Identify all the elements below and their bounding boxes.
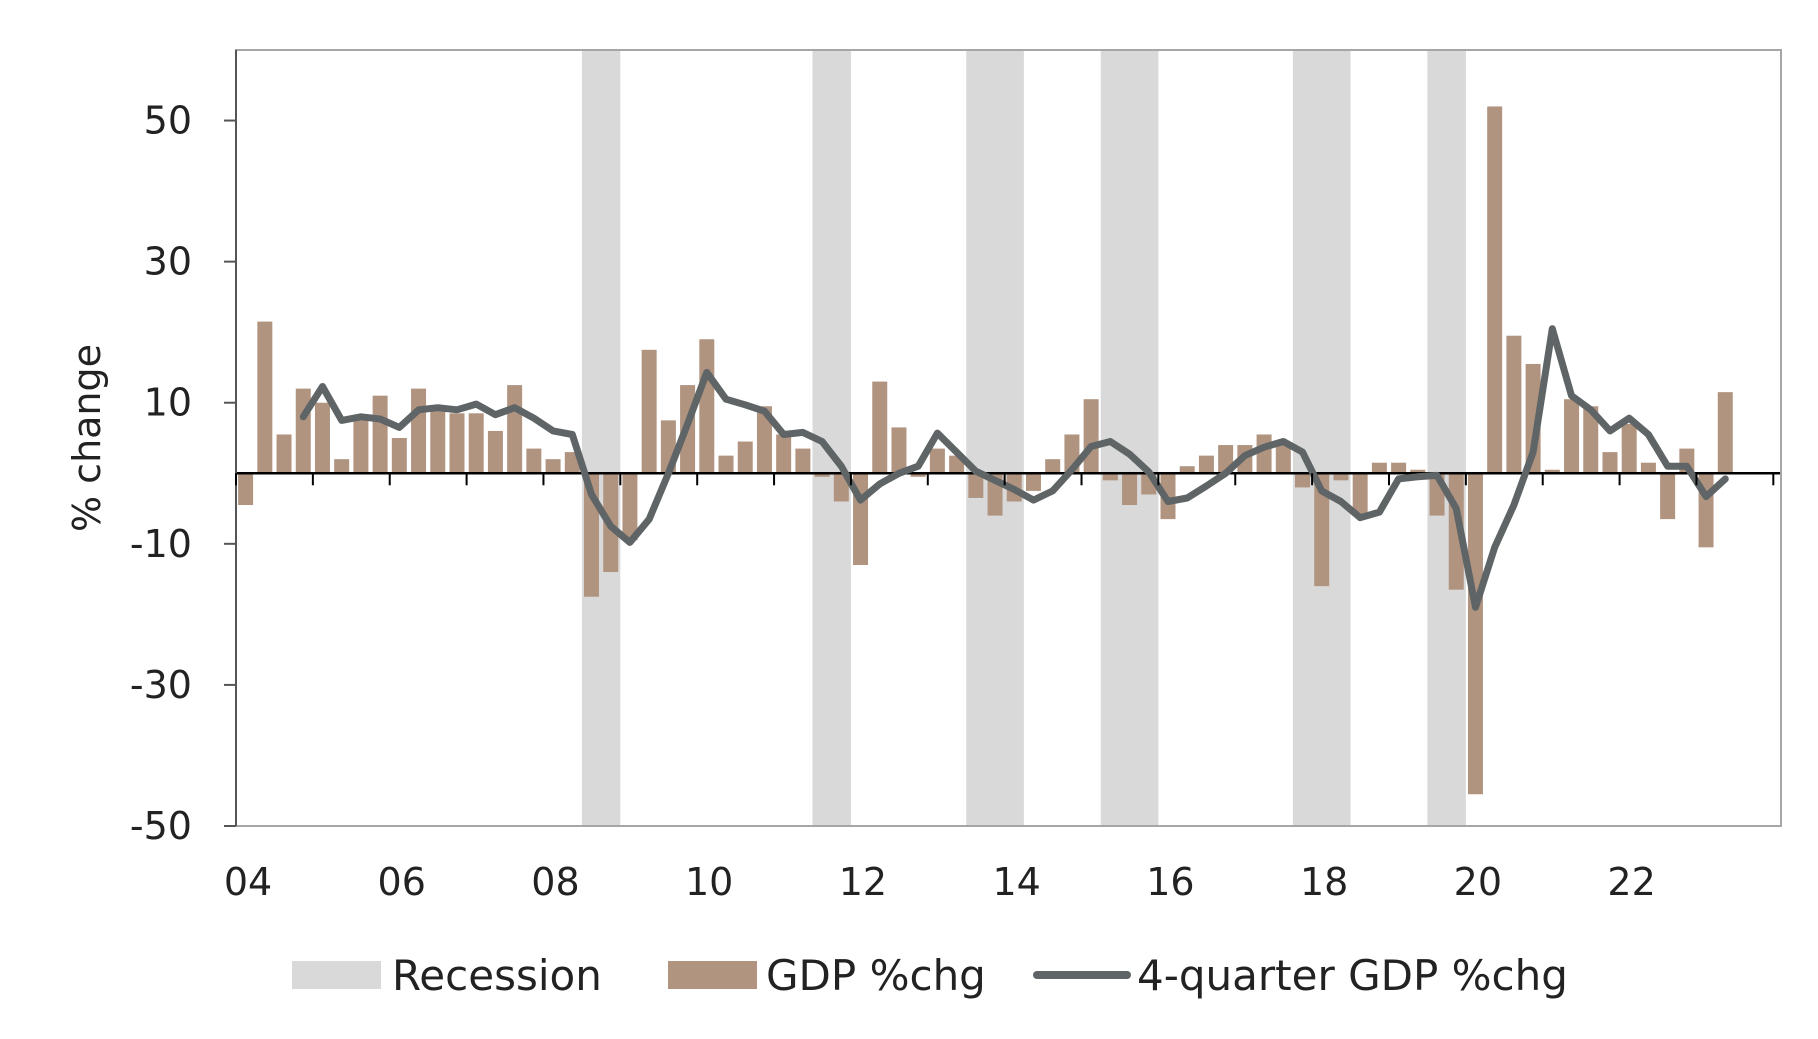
gdp-bar (968, 473, 984, 498)
gdp-bar (1045, 459, 1061, 474)
gdp-bar (1179, 466, 1195, 474)
gdp-bar (295, 388, 311, 474)
gdp-bar (314, 402, 330, 474)
gdp-bar (1122, 473, 1138, 506)
gdp-bar (756, 406, 772, 474)
four-quarter-gdp-line (299, 325, 1729, 611)
y-tick-label: 10 (144, 381, 192, 425)
gdp-bar (1083, 399, 1099, 474)
legend-label: GDP %chg (766, 951, 986, 1000)
recession-band (581, 50, 621, 826)
gdp-bar (1352, 473, 1368, 516)
gdp-bar (430, 409, 446, 474)
recession-band (1292, 50, 1351, 826)
gdp-bar (411, 388, 427, 474)
gdp-bar (257, 321, 273, 474)
x-tick-label: 10 (685, 860, 733, 904)
x-tick-label: 06 (378, 860, 426, 904)
gdp-bar (1025, 473, 1041, 491)
gdp-bars-layer (238, 106, 1733, 795)
x-axis: 04 06 08 10 12 14 16 18 20 22 (224, 473, 1775, 904)
gdp-bar (1371, 462, 1387, 474)
gdp-bar (1314, 473, 1330, 587)
gdp-bar (1410, 469, 1426, 474)
gdp-bar (238, 473, 254, 506)
four-quarter-line-layer (299, 325, 1729, 611)
legend-swatch (292, 961, 381, 989)
y-axis-title: % change (65, 344, 109, 532)
gdp-bar (526, 448, 542, 474)
gdp-bar (449, 413, 465, 474)
legend-swatch (668, 961, 757, 989)
gdp-bar (1333, 473, 1349, 481)
gdp-bar (1640, 462, 1656, 474)
x-tick-label: 16 (1146, 860, 1194, 904)
gdp-bar (622, 473, 638, 541)
gdp-bar (718, 455, 734, 474)
gdp-bar (1487, 106, 1503, 474)
x-tick-label: 18 (1300, 860, 1348, 904)
x-tick-label: 14 (992, 860, 1040, 904)
recession-band (966, 50, 1024, 826)
x-tick-label: 04 (224, 860, 272, 904)
gdp-bar (353, 420, 369, 474)
gdp-bar (1583, 406, 1599, 474)
gdp-bar (1564, 399, 1580, 474)
y-tick-label: -10 (130, 522, 192, 566)
y-tick-label: 30 (144, 240, 192, 284)
gdp-bar (929, 448, 945, 474)
gdp-bar (507, 385, 523, 474)
x-tick-label: 20 (1454, 860, 1502, 904)
recession-shading-layer (581, 50, 1466, 826)
gdp-bar (891, 427, 907, 474)
gdp-bar (1602, 452, 1618, 474)
y-axis: 50 30 10 -10 -30 -50 (130, 50, 237, 848)
gdp-bar (1275, 441, 1291, 474)
gdp-bar (468, 413, 484, 474)
gdp-bar (1506, 335, 1522, 474)
gdp-bar (641, 349, 657, 474)
y-tick-label: -50 (130, 804, 192, 848)
gdp-bar (1295, 473, 1311, 488)
x-tick-label: 08 (531, 860, 579, 904)
gdp-bar (1102, 473, 1118, 481)
gdp-bar (1717, 392, 1733, 474)
y-tick-label: -30 (130, 663, 192, 707)
gdp-bar (276, 434, 292, 474)
gdp-bar (699, 339, 715, 474)
x-tick-label: 12 (839, 860, 887, 904)
gdp-bar (334, 459, 350, 474)
recession-band (1100, 50, 1159, 826)
legend-label: 4-quarter GDP %chg (1137, 951, 1568, 1000)
gdp-bar (814, 473, 830, 477)
gdp-bar (795, 448, 811, 474)
gdp-bar (391, 438, 407, 474)
legend: Recession GDP %chg 4-quarter GDP %chg (292, 951, 1568, 1000)
gdp-bar (1660, 473, 1676, 520)
gdp-bar (1198, 455, 1214, 474)
legend-label: Recession (392, 951, 602, 1000)
gdp-bar (737, 441, 753, 474)
gdp-bar (776, 434, 792, 474)
gdp-bar (833, 473, 849, 502)
gdp-bar (910, 473, 926, 477)
x-tick-label: 22 (1607, 860, 1655, 904)
gdp-bar (872, 381, 888, 474)
gdp-bar (487, 430, 503, 474)
gdp-bar (1467, 473, 1483, 795)
y-tick-label: 50 (144, 99, 192, 143)
recession-band (1427, 50, 1466, 826)
gdp-bar (1621, 423, 1637, 474)
gdp-bar (1391, 462, 1407, 474)
gdp-bar (1544, 469, 1560, 474)
gdp-bar (1256, 434, 1272, 474)
gdp-bar (372, 395, 388, 474)
gdp-bar (545, 459, 561, 474)
